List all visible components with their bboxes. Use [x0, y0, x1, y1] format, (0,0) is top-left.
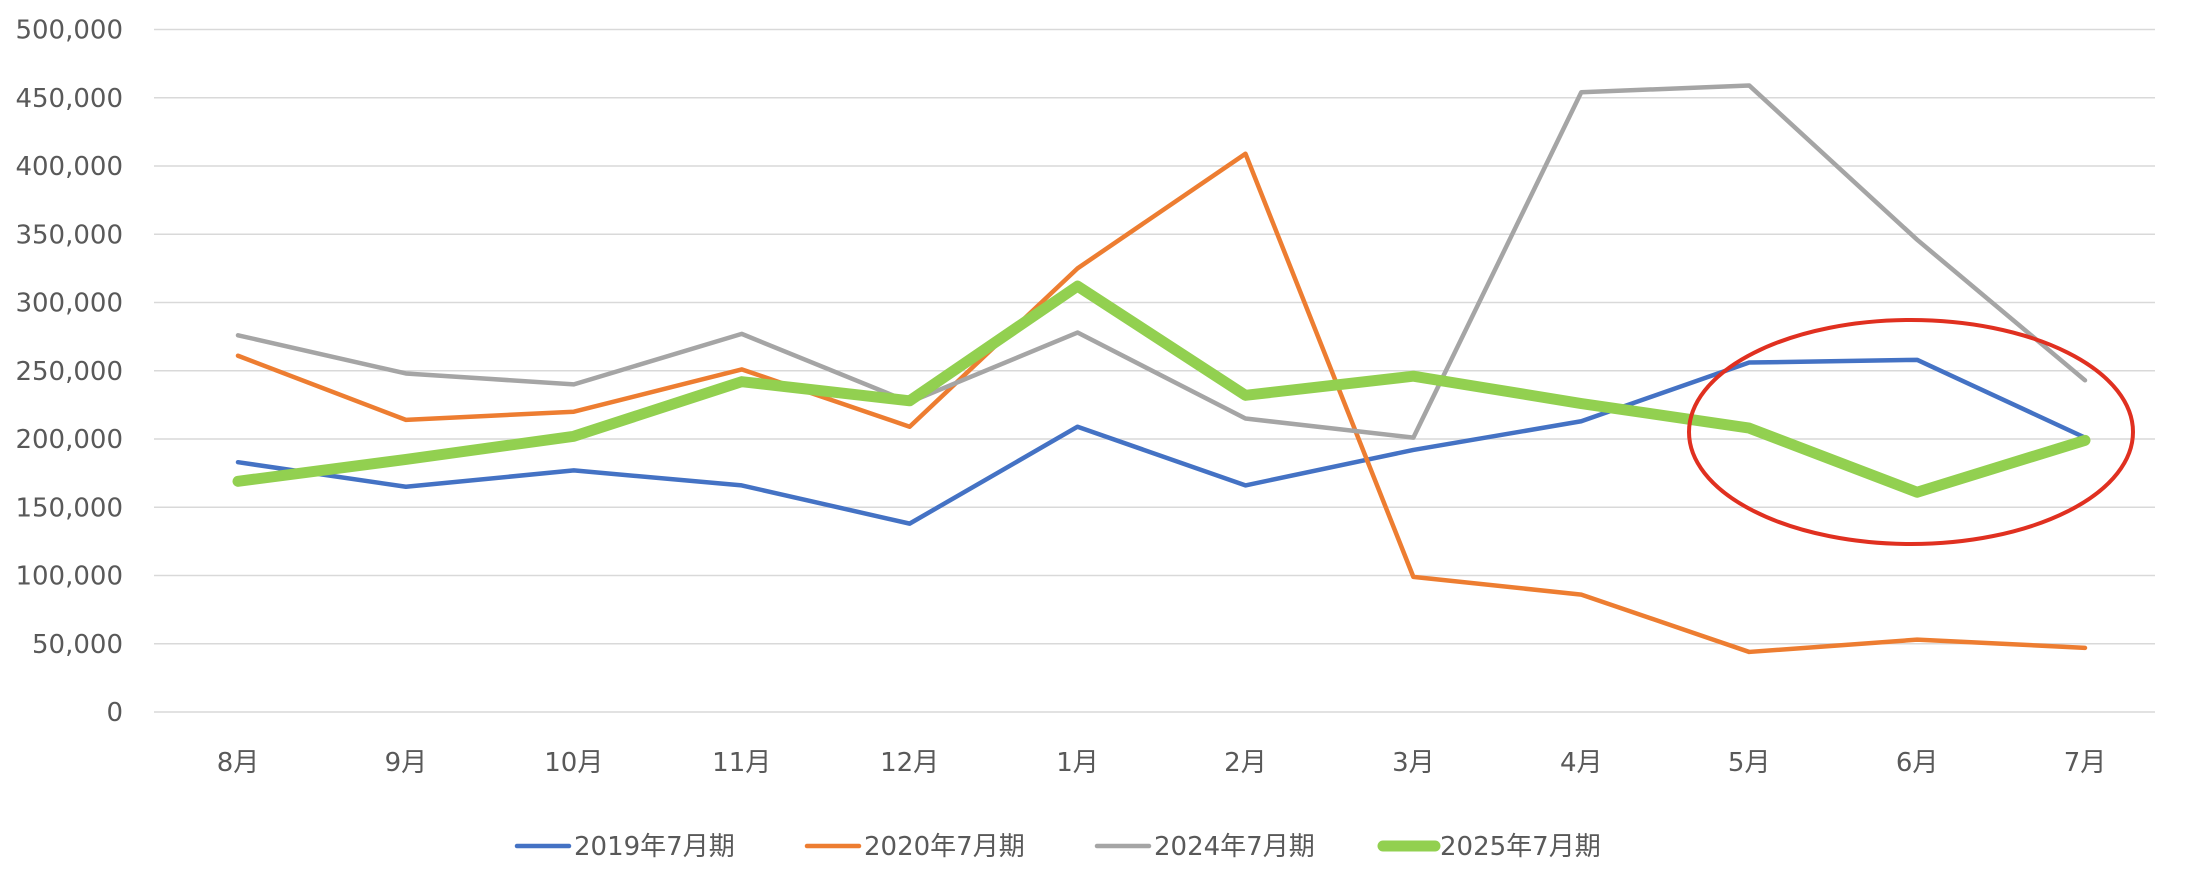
x-tick-label: 4月: [1560, 748, 1603, 778]
legend-label-0: 2019年7月期: [574, 832, 735, 862]
x-tick-label: 12月: [880, 748, 939, 778]
series-line-1: [235, 151, 2088, 655]
x-tick-label: 9月: [385, 748, 428, 778]
legend-label-1: 2020年7月期: [864, 832, 1025, 862]
y-tick-label: 250,000: [15, 357, 123, 387]
y-tick-label: 50,000: [32, 630, 123, 660]
legend-label-3: 2025年7月期: [1440, 832, 1601, 862]
y-tick-label: 350,000: [15, 220, 123, 250]
series-line-0: [235, 357, 2088, 526]
x-tick-label: 5月: [1728, 748, 1771, 778]
x-tick-label: 6月: [1896, 748, 1939, 778]
y-tick-label: 200,000: [15, 425, 123, 455]
x-tick-label: 7月: [2064, 748, 2107, 778]
x-tick-label: 3月: [1392, 748, 1435, 778]
y-tick-label: 100,000: [15, 562, 123, 592]
x-tick-label: 10月: [544, 748, 603, 778]
series-lines: [232, 83, 2091, 655]
legend-label-2: 2024年7月期: [1154, 832, 1315, 862]
y-tick-label: 0: [106, 698, 123, 728]
series-line-2: [235, 83, 2088, 440]
y-tick-label: 300,000: [15, 289, 123, 319]
legend: 2019年7月期 2020年7月期 2024年7月期 2025年7月期: [514, 832, 1601, 862]
x-tick-label: 1月: [1056, 748, 1099, 778]
y-axis-labels: 0 50,000 100,000 150,000 200,000 250,000 300,0…: [15, 16, 123, 729]
x-tick-label: 8月: [217, 748, 260, 778]
x-tick-label: 11月: [712, 748, 771, 778]
highlight-ellipse: [1687, 318, 2135, 546]
x-axis-labels: 8月 9月 10月 11月 12月 1月 2月 3月 4月 5月 6月 7月: [217, 748, 2107, 778]
x-tick-label: 2月: [1224, 748, 1267, 778]
y-tick-label: 450,000: [15, 84, 123, 114]
y-tick-label: 400,000: [15, 152, 123, 182]
y-tick-label: 150,000: [15, 493, 123, 523]
series-line-3: [232, 280, 2091, 498]
y-tick-label: 500,000: [15, 16, 123, 46]
